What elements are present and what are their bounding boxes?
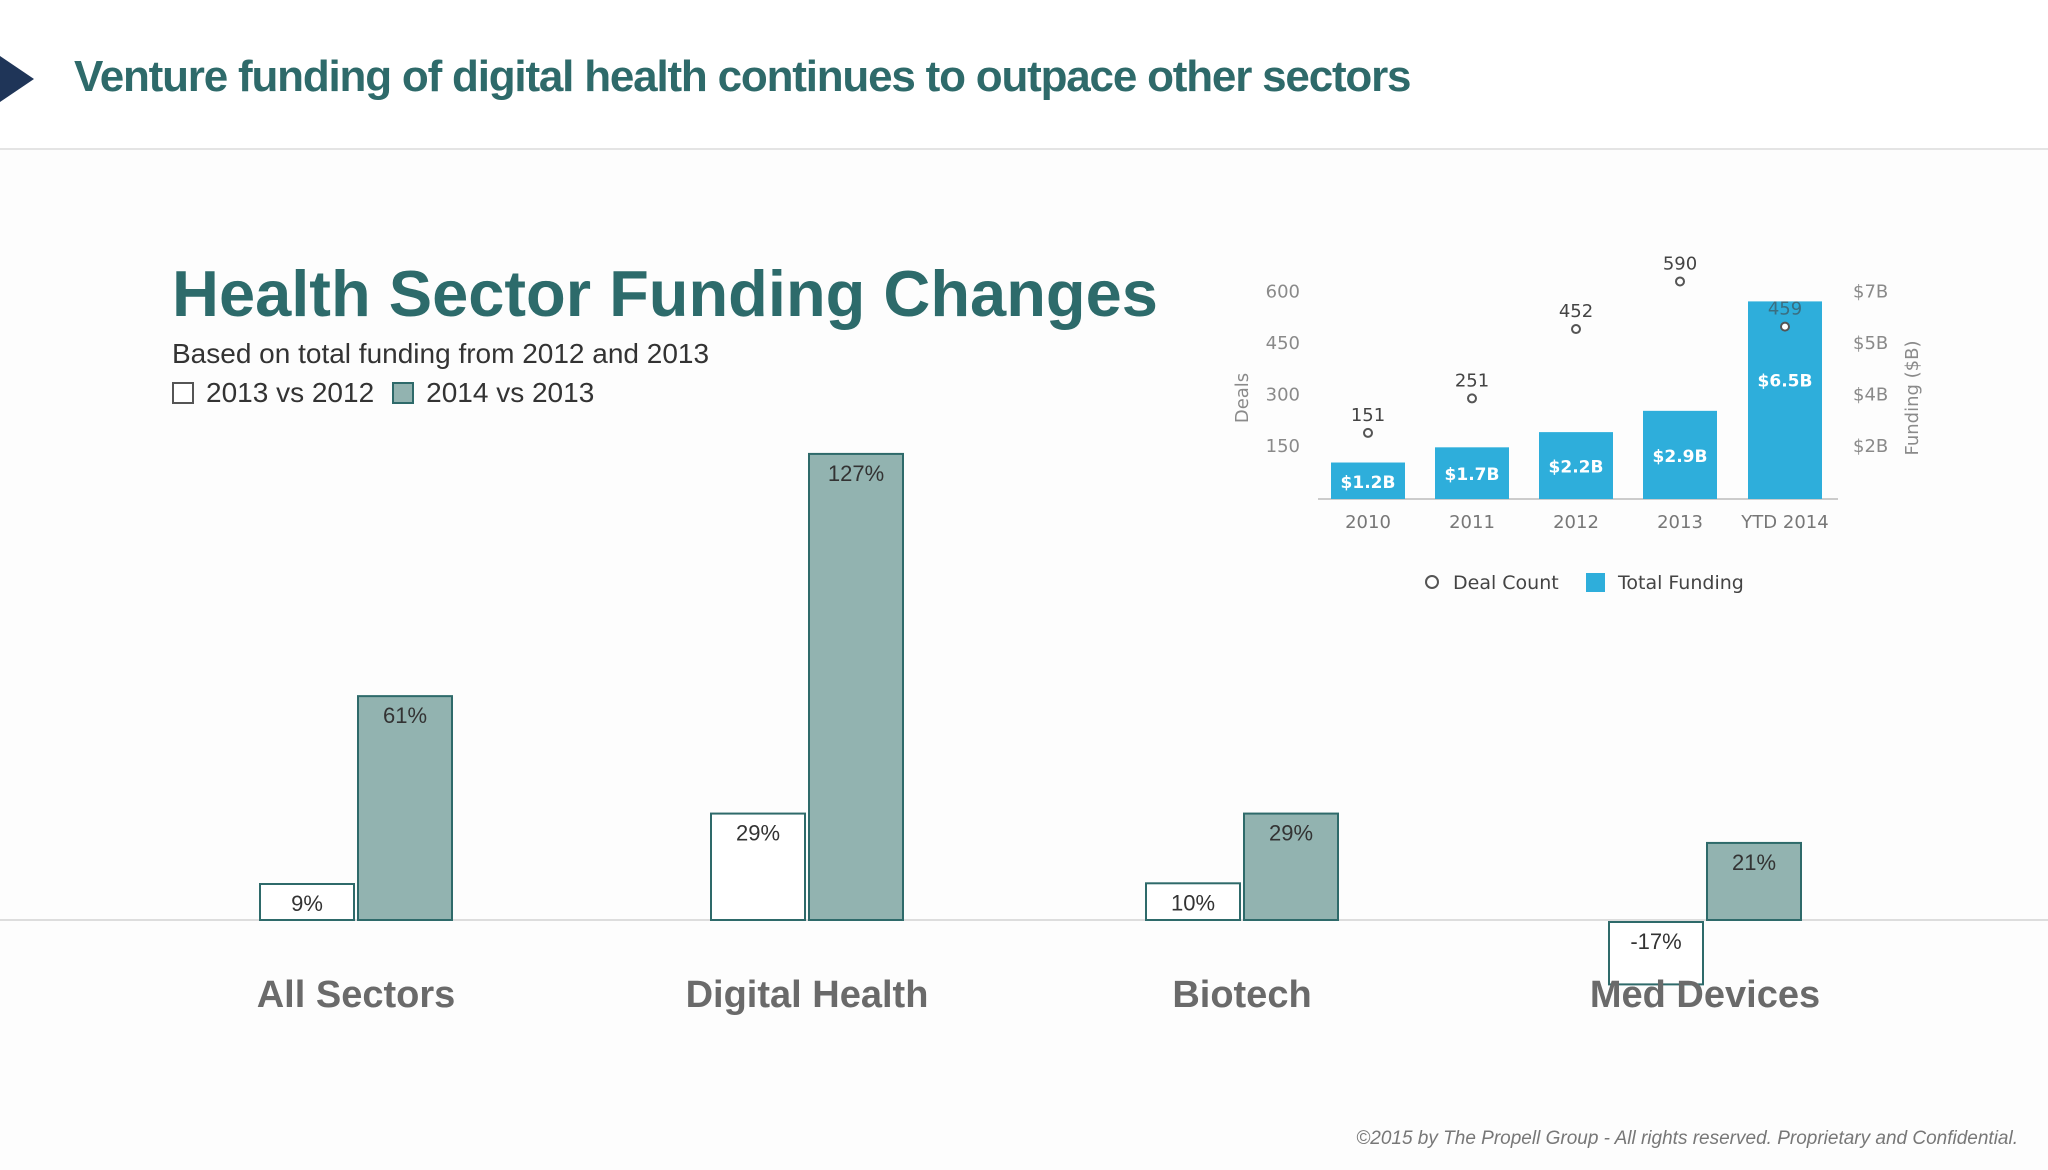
y-axis-label-right: Funding ($B) (1902, 340, 1923, 455)
x-tick-label: 2010 (1345, 512, 1391, 533)
slide-title: Venture funding of digital health contin… (74, 52, 1411, 101)
y-tick-left: 600 (1266, 282, 1300, 303)
funding-bar (1539, 432, 1613, 499)
x-tick-label: YTD 2014 (1740, 512, 1828, 533)
deal-count-point (1467, 393, 1477, 404)
legend-deal-count-marker (1425, 575, 1439, 589)
chart-subtitle: Based on total funding from 2012 and 201… (172, 338, 710, 369)
deal-count-label: 251 (1455, 370, 1489, 391)
bar-value-label: 21% (1732, 850, 1776, 875)
bar-2014-vs-2013 (1243, 812, 1339, 922)
funding-bar (1435, 447, 1509, 499)
category-label: Med Devices (1590, 974, 1820, 1016)
bar-value-label: 29% (1269, 821, 1313, 846)
legend-deal-count-label: Deal Count (1453, 572, 1559, 594)
bar-value-label: 127% (828, 461, 884, 486)
category-label: Digital Health (686, 974, 929, 1016)
y-tick-left: 450 (1266, 333, 1300, 354)
funding-bar-label: $1.7B (1445, 465, 1500, 485)
bar-2013-vs-2012 (710, 812, 806, 922)
legend-swatch-2014 (392, 382, 415, 404)
legend-label-2013: 2013 vs 2012 (206, 377, 375, 408)
deal-count-point (1363, 427, 1373, 438)
deal-count-label: 151 (1351, 405, 1385, 426)
slide-header: Venture funding of digital health contin… (0, 0, 2048, 150)
y-tick-right: $2B (1853, 436, 1888, 457)
bar-value-label: -17% (1630, 929, 1681, 954)
legend-total-funding-swatch (1586, 573, 1605, 592)
legend-total-funding-label: Total Funding (1617, 572, 1744, 594)
bar-value-label: 61% (383, 703, 427, 728)
bar-2014-vs-2013 (808, 452, 904, 921)
y-axis-label-left: Deals (1232, 373, 1253, 423)
funding-bar (1643, 410, 1717, 499)
deal-count-point (1675, 276, 1685, 287)
deal-count-label: 459 (1768, 299, 1802, 320)
deal-count-point (1571, 324, 1581, 335)
y-tick-right: $5B (1853, 333, 1888, 354)
funding-bar-label: $1.2B (1341, 473, 1396, 493)
x-tick-label: 2013 (1657, 512, 1703, 533)
funding-bar (1748, 301, 1822, 499)
bar-2013-vs-2012 (1145, 882, 1241, 921)
legend-swatch-2013 (172, 382, 194, 404)
funding-bar-label: $2.9B (1653, 447, 1708, 467)
y-tick-right: $4B (1853, 385, 1888, 406)
legend-label-2014: 2014 vs 2013 (426, 377, 595, 408)
y-tick-left: 300 (1266, 385, 1300, 406)
funding-bar-label: $6.5B (1758, 371, 1813, 391)
bar-2013-vs-2012 (1608, 921, 1704, 986)
bar-value-label: 10% (1171, 890, 1215, 915)
deal-count-point (1780, 321, 1790, 332)
bar-2013-vs-2012 (259, 883, 355, 921)
bar-value-label: 9% (291, 891, 323, 916)
deal-count-label: 452 (1559, 301, 1593, 322)
bar-2014-vs-2013 (1706, 841, 1802, 921)
chart-title: Health Sector Funding Changes (172, 257, 1158, 330)
x-tick-label: 2012 (1553, 512, 1599, 533)
category-label: All Sectors (257, 974, 456, 1016)
category-label: Biotech (1172, 974, 1311, 1016)
y-tick-left: 150 (1266, 436, 1300, 457)
bar-value-label: 29% (736, 821, 780, 846)
copyright-footer: ©2015 by The Propell Group - All rights … (1356, 1128, 2018, 1149)
chevron-logo-icon (0, 56, 34, 102)
x-tick-label: 2011 (1449, 512, 1495, 533)
bar-2014-vs-2013 (357, 695, 453, 921)
funding-bar (1331, 462, 1405, 499)
deal-count-label: 590 (1663, 253, 1697, 274)
y-tick-right: $7B (1853, 282, 1888, 303)
funding-bar-label: $2.2B (1549, 458, 1604, 478)
chart-legend: 2013 vs 2012 2014 vs 2013 (172, 376, 594, 410)
